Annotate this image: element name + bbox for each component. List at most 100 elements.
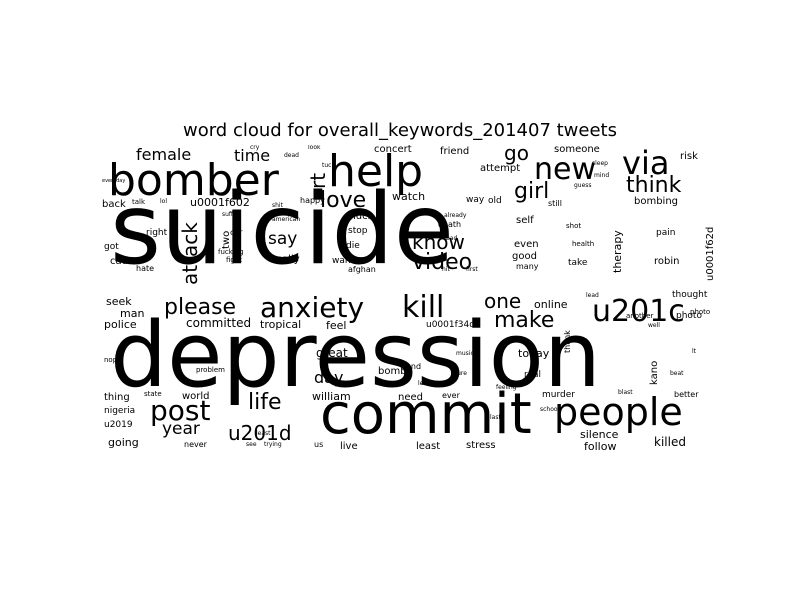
word: u0001f34d [426,320,475,330]
word: feeling [496,384,517,391]
word: online [534,298,568,311]
word: female [136,145,192,164]
word: killed [654,435,686,449]
word: good [512,251,537,262]
word: kano [649,360,660,385]
word: back [102,199,126,210]
word: first [466,266,478,273]
word: william [312,390,351,403]
word: tuck [322,162,335,169]
word: afghan [348,265,376,274]
word: murder [542,390,575,400]
word: new [534,152,597,187]
word: follow [584,440,617,453]
word: self [516,215,534,226]
word: real [524,370,542,380]
word: bomber [108,155,279,206]
word: video [412,250,473,275]
word: day [314,368,344,387]
word: love [320,188,367,213]
word-cloud: suicide depression commit help bomber pe… [102,145,718,453]
word: problem [196,366,225,374]
word: got [104,242,119,252]
word: bomb [378,366,407,377]
word: make [494,308,555,333]
word: silence [580,428,619,441]
word: better [674,390,699,399]
word: watch [392,190,426,203]
word: well [648,322,660,329]
word: really [272,254,300,265]
word: shit [272,202,283,209]
word: shot [566,222,582,230]
chart-title: word cloud for overall_keywords_201407 t… [182,120,617,141]
word: health [572,240,595,248]
word: cry [250,145,260,151]
word: music [456,350,474,357]
word: lt [692,348,697,355]
word: still [548,199,562,208]
word: hate [136,264,155,273]
word: want [332,256,355,266]
word: think [626,173,682,198]
word: help [328,146,424,197]
word: fight [226,256,243,264]
word: many [516,262,539,271]
word: talk [132,198,146,206]
word: least [256,430,271,437]
word: go [504,145,529,165]
word: friend [440,146,470,157]
word: please [164,295,237,320]
word: bad [446,235,458,242]
word: pain [656,228,676,238]
word: life [248,390,282,415]
word: right [146,228,168,238]
word: know [412,230,465,254]
word: old [488,196,502,206]
word: ever [442,391,460,400]
word: happy [300,196,325,205]
word: school [540,406,560,413]
word: fucking [218,248,244,256]
word: least [416,441,441,452]
word: u0001f62d [705,226,716,281]
word: photo [676,311,702,321]
word: commit [320,382,532,447]
word: die [346,241,360,251]
word: concert [374,145,412,155]
word: guess [574,182,592,189]
word: dead [284,152,299,159]
word: suicide [110,173,455,287]
word: u201c [592,294,685,329]
word: thank [563,330,572,353]
word: say [268,229,298,249]
word: american [272,216,301,223]
word: nope [104,356,122,364]
word: much [346,211,374,222]
word: thing [104,392,130,403]
word: photo [690,308,711,316]
word: tropical [260,318,302,331]
word: lol [160,198,168,205]
word: death [438,220,462,229]
word: today [518,347,550,360]
word: committed [186,316,252,330]
word: live [340,441,358,452]
word: people [554,390,683,434]
word: u201d [228,421,292,445]
word: lead [586,292,599,299]
word: need [398,392,423,403]
word: stop [348,226,368,236]
word: post [150,394,211,427]
word: depression [110,303,601,408]
word: thought [672,290,708,300]
word: stress [466,440,496,451]
word: see [246,441,257,448]
word: left [418,380,428,387]
word: via [622,145,670,182]
word: attack [178,222,202,285]
word: suffer [222,211,240,218]
word: car [230,228,243,237]
word: never [184,440,207,449]
word: girl [514,179,550,204]
